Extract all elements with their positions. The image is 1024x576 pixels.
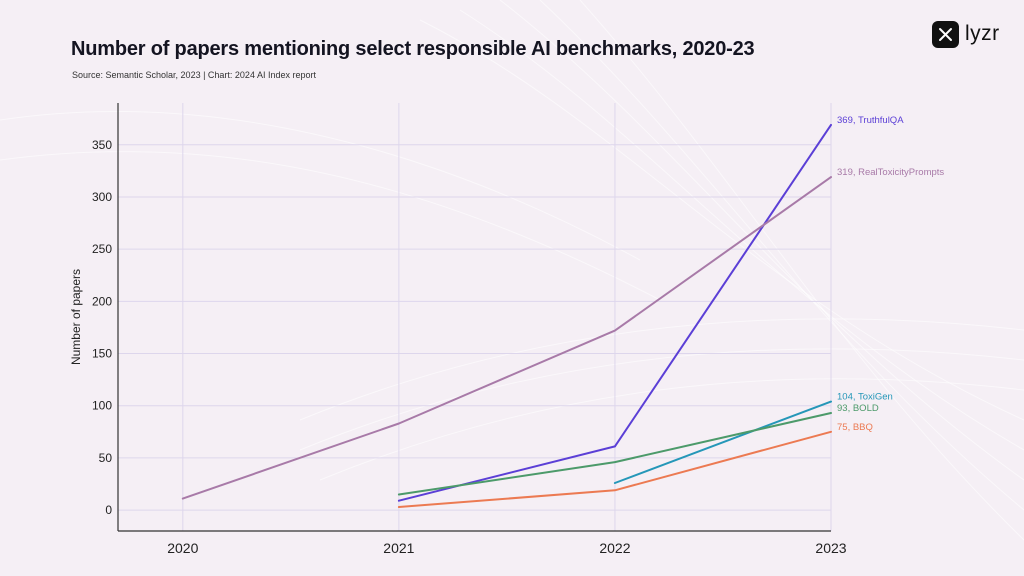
- y-tick-label: 200: [92, 294, 112, 308]
- data-point-bbq: [398, 506, 400, 508]
- series-lines: [181, 123, 832, 508]
- x-tick-label: 2020: [167, 540, 198, 556]
- x-tick-label: 2021: [383, 540, 414, 556]
- data-point-truthfulqa: [398, 499, 400, 502]
- end-label-realtoxicityprompts: 319, RealToxicityPrompts: [837, 167, 944, 178]
- y-tick-label: 350: [92, 138, 112, 152]
- axes: 0 50 100 150 200 250 300 350 2020 2021 2022 2023 Num…: [69, 103, 847, 556]
- data-point-toxigen: [614, 482, 616, 484]
- data-point-bbq: [614, 489, 616, 492]
- data-point-bbq: [830, 431, 832, 433]
- end-label-bold: 93, BOLD: [837, 403, 879, 414]
- lyzr-logo-icon: [932, 20, 959, 48]
- data-point-realtoxicityprompts: [398, 422, 400, 425]
- series-line-toxigen: [613, 400, 832, 484]
- y-tick-label: 100: [92, 399, 112, 413]
- data-point-bold: [830, 412, 832, 414]
- brand-logo[interactable]: lyzr: [932, 20, 1000, 48]
- data-point-realtoxicityprompts: [614, 329, 616, 332]
- data-point-bold: [398, 493, 400, 496]
- series-line-realtoxicityprompts: [181, 176, 832, 500]
- chart-source: Source: Semantic Scholar, 2023 | Chart: …: [72, 70, 316, 80]
- data-point-toxigen: [830, 400, 832, 403]
- end-labels: 369, TruthfulQA 319, RealToxicityPrompts 1…: [837, 115, 944, 433]
- x-tick-label: 2022: [599, 540, 630, 556]
- data-point-realtoxicityprompts: [182, 497, 184, 500]
- end-label-bbq: 75, BBQ: [837, 422, 873, 433]
- grid: [118, 103, 832, 531]
- chart-title: Number of papers mentioning select respo…: [71, 38, 755, 60]
- brand-name: lyzr: [965, 22, 1000, 45]
- y-axis-label: Number of papers: [69, 269, 83, 365]
- end-label-truthfulqa: 369, TruthfulQA: [837, 115, 904, 126]
- y-tick-label: 300: [92, 190, 112, 204]
- data-point-truthfulqa: [830, 124, 832, 126]
- data-point-truthfulqa: [614, 445, 616, 448]
- y-tick-label: 150: [92, 347, 112, 361]
- data-point-bold: [614, 461, 616, 463]
- x-tick-label: 2023: [815, 540, 846, 556]
- data-point-realtoxicityprompts: [830, 176, 832, 178]
- y-tick-label: 0: [105, 503, 112, 517]
- end-label-toxigen: 104, ToxiGen: [837, 392, 893, 403]
- y-tick-label: 50: [99, 451, 113, 465]
- y-tick-label: 250: [92, 242, 112, 256]
